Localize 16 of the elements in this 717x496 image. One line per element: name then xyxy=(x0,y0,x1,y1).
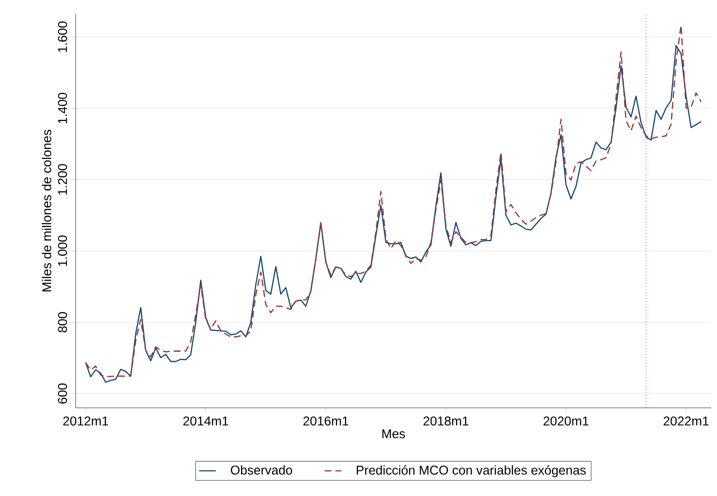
y-axis-title: Miles de millones de colones xyxy=(42,130,52,292)
y-tick-label: 1.600 xyxy=(58,22,68,52)
y-tick-label: 1.200 xyxy=(58,164,68,195)
x-tick-label: 2012m1 xyxy=(63,416,108,426)
x-tick-label: 2014m1 xyxy=(183,416,228,426)
y-tick-label: 1.000 xyxy=(58,236,68,266)
y-tick-label: 1.400 xyxy=(58,93,68,124)
y-tick-label: 600 xyxy=(58,384,68,404)
x-tick-label: 2018m1 xyxy=(424,416,468,426)
x-tick-label: 2016m1 xyxy=(303,416,348,426)
y-tick-label: 800 xyxy=(58,312,68,333)
x-axis-title: Mes xyxy=(382,430,405,438)
legend-label: Observado xyxy=(230,465,292,475)
x-tick-label: 2020m1 xyxy=(544,416,588,426)
legend-label: Predicción MCO con variables exógenas xyxy=(356,465,586,478)
x-tick-label: 2022m1 xyxy=(664,416,709,426)
